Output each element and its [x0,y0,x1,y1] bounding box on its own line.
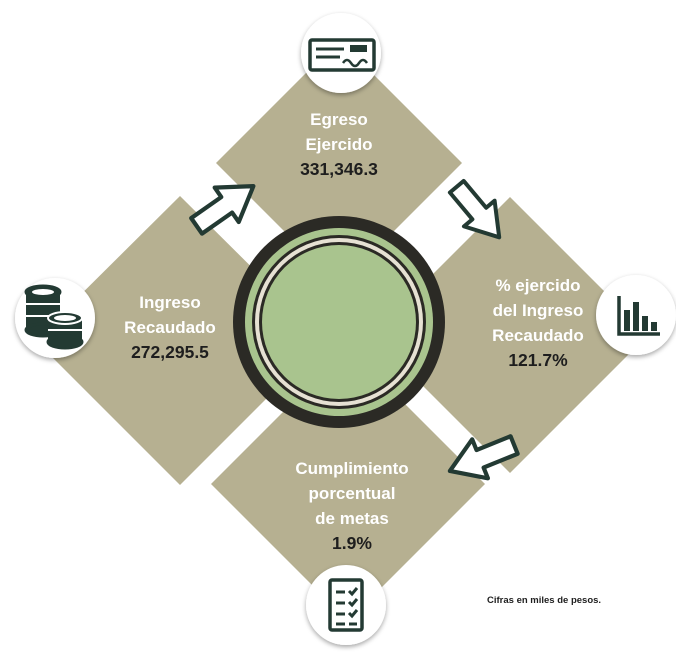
cumplimiento-value: 1.9% [332,533,372,553]
ingreso-label: Ingreso Recaudado 272,295.5 [105,290,235,365]
footnote: Cifras en miles de pesos. [487,595,602,606]
ingreso-line1: Ingreso [139,293,201,312]
arrow-porcentaje-to-cumplimiento [447,434,520,481]
panel-porcentaje [372,197,648,473]
cumplimiento-label: Cumplimiento porcentual de metas 1.9% [282,456,422,556]
porcentaje-line1: % ejercido [495,276,581,295]
cumplimiento-line3: de metas [315,509,389,528]
egreso-label: Egreso Ejercido 331,346.3 [284,107,394,182]
bar-chart-icon [596,275,676,355]
egreso-value: 331,346.3 [300,159,378,179]
arrow-egreso-to-porcentaje [447,178,502,240]
cumplimiento-line1: Cumplimiento [295,459,409,478]
ingreso-value: 272,295.5 [131,342,209,362]
porcentaje-line3: Recaudado [492,326,584,345]
egreso-line1: Egreso [310,110,368,129]
check-icon [301,13,381,93]
porcentaje-label: % ejercido del Ingreso Recaudado 121.7% [473,273,603,373]
cumplimiento-line2: porcentual [308,484,396,503]
checklist-icon [306,565,386,645]
center-circle [233,216,445,428]
panel-egreso [216,40,462,286]
coins-icon [15,278,95,358]
porcentaje-line2: del Ingreso [492,301,584,320]
porcentaje-value: 121.7% [508,350,568,370]
panel-cumplimiento [211,347,485,621]
egreso-line2: Ejercido [305,135,373,154]
arrow-ingreso-to-egreso [189,184,256,236]
ingreso-line2: Recaudado [124,318,216,337]
